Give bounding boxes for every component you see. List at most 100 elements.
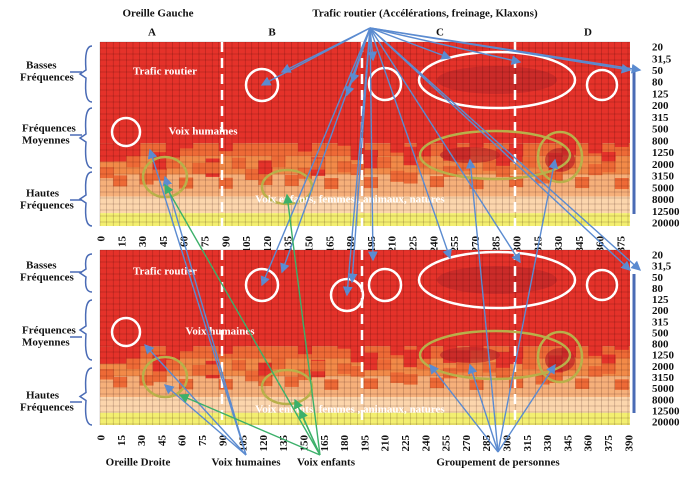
freq-tick-label: 80	[652, 77, 664, 89]
heatmap-patch	[166, 157, 180, 169]
x-tick-label: 255	[449, 236, 461, 253]
brace	[78, 45, 93, 103]
group-arrow	[497, 158, 559, 453]
band-label: Fréquences	[20, 402, 74, 414]
heatmap-patch	[430, 111, 444, 130]
heatmap-patch	[126, 138, 141, 157]
heatmap-patch	[509, 143, 524, 162]
freq-tick-label: 800	[652, 339, 669, 351]
heatmap-patch	[614, 178, 629, 190]
brace	[78, 107, 93, 169]
brace	[78, 299, 93, 361]
child-arrow	[283, 193, 321, 456]
x-tick-label: 45	[158, 236, 170, 248]
x-tick-label: 195	[366, 236, 378, 253]
heatmap-patch	[192, 162, 207, 174]
heatmap-patch	[139, 173, 154, 185]
x-tick-label: 375	[616, 236, 628, 253]
freq-tick-label: 5000	[652, 383, 675, 395]
traffic-arrow	[260, 27, 371, 287]
x-tick-label: 90	[220, 236, 232, 248]
heatmap-patch	[364, 378, 378, 389]
x-tick-label: 75	[197, 435, 209, 447]
band-label: Fréquences	[20, 72, 74, 84]
heatmap-patch	[575, 378, 590, 389]
x-tick-label: 15	[116, 435, 128, 447]
heatmap-patch	[324, 320, 339, 339]
heatmap-patch	[535, 374, 550, 385]
heatmap-patch	[232, 124, 246, 144]
heatmap-patch	[166, 139, 180, 159]
heatmap-patch	[588, 164, 603, 176]
heatmap-patch	[456, 159, 471, 171]
heatmap-patch	[337, 127, 352, 146]
voice-arrow	[162, 175, 247, 456]
heatmap-patch	[522, 358, 537, 370]
heatmap-patch	[430, 315, 444, 334]
heatmap-patch	[100, 167, 114, 179]
x-tick-label: 210	[387, 236, 399, 253]
x-tick-label: 375	[603, 435, 615, 452]
overlay-label: Voix enfants, femmes , animaux, natures	[255, 194, 445, 206]
heatmap-patch	[113, 175, 128, 187]
band-label: Fréquences	[22, 325, 76, 337]
heatmap-patch	[284, 174, 299, 186]
x-tick-label: 210	[380, 435, 392, 452]
traffic-arrow	[280, 27, 371, 274]
heatmap-patch	[245, 370, 260, 382]
x-tick-label: 285	[491, 236, 503, 253]
heatmap-patch	[575, 177, 590, 189]
heatmap-patch	[509, 176, 524, 188]
heatmap-patch	[113, 376, 128, 388]
heatmap-patch	[377, 315, 392, 334]
freq-tick-label: 3150	[652, 372, 675, 384]
content: ABCD015304560759010512013515016518019521…	[20, 27, 680, 469]
heatmap-patch	[271, 124, 286, 143]
x-tick-label: 345	[562, 435, 574, 452]
white-circle	[585, 268, 619, 302]
band-label: Fréquences	[20, 272, 74, 284]
heatmap-patch	[258, 375, 273, 387]
x-tick-label: 60	[177, 435, 189, 447]
heatmap-patch	[152, 169, 167, 181]
freq-tick-label: 2000	[652, 361, 675, 373]
x-tick-label: 330	[553, 236, 565, 253]
heatmap-patch	[271, 156, 286, 168]
heatmap-patch	[456, 361, 471, 373]
x-tick-label: 345	[574, 236, 586, 253]
freq-tick-label: 5000	[652, 182, 675, 194]
heatmap-patch	[601, 161, 616, 173]
white-circle	[367, 267, 403, 303]
band-label: Basses	[26, 60, 57, 72]
traffic-arrow	[369, 27, 452, 60]
x-tick-label: 165	[319, 435, 331, 452]
x-tick-label: 195	[359, 435, 371, 452]
heatmap-patch	[284, 376, 299, 387]
olive-circle	[418, 129, 572, 181]
group-arrow	[497, 363, 556, 453]
heatmap-patch	[311, 360, 326, 372]
white-circle	[110, 316, 142, 348]
overlay-label: Voix humaines	[169, 126, 239, 138]
x-tick-label: 165	[324, 236, 336, 253]
freq-tick-label: 500	[652, 124, 669, 136]
x-tick-label: 0	[96, 236, 108, 242]
white-circle	[244, 267, 280, 303]
heatmap-patch	[100, 346, 114, 364]
white-circle	[329, 277, 365, 313]
traffic-arrow	[369, 27, 642, 271]
x-tick-label: 330	[542, 435, 554, 452]
freq-tick-label: 20000	[652, 218, 680, 230]
brace	[78, 367, 93, 426]
heatmap-patch	[601, 363, 616, 374]
heatmap-patch	[614, 332, 629, 350]
heatmap-patch	[232, 157, 246, 169]
freq-tick-label: 20	[652, 42, 664, 54]
heatmap-patch	[100, 369, 114, 380]
section-label: D	[584, 27, 592, 39]
heatmap-patch	[535, 172, 550, 184]
heatmap-patch	[113, 143, 128, 162]
heatmap-patch	[482, 159, 497, 171]
heatmap-patch	[588, 366, 603, 377]
traffic-arrow	[260, 27, 371, 86]
